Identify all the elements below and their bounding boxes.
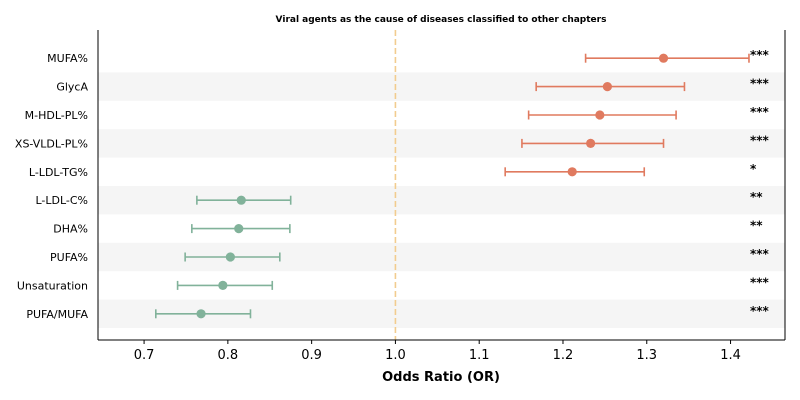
significance-marker: *** <box>750 247 770 261</box>
x-tick-label: 0.7 <box>134 348 155 363</box>
row-label: GlycA <box>56 81 88 94</box>
significance-marker: *** <box>750 133 770 147</box>
row-label: Unsaturation <box>17 279 88 292</box>
significance-marker: ** <box>750 219 763 233</box>
chart-title: Viral agents as the cause of diseases cl… <box>276 15 607 25</box>
row-label: MUFA% <box>47 52 88 65</box>
x-tick-label: 1.1 <box>469 348 490 363</box>
row-label: M-HDL-PL% <box>25 109 88 122</box>
significance-marker: *** <box>750 275 770 289</box>
row-label: DHA% <box>53 223 88 236</box>
x-tick-label: 0.9 <box>301 348 322 363</box>
row-label: L-LDL-TG% <box>29 166 88 179</box>
significance-marker: *** <box>750 48 770 62</box>
x-tick-label: 0.8 <box>218 348 239 363</box>
x-tick-label: 1.2 <box>553 348 574 363</box>
or-point <box>196 309 206 319</box>
or-point <box>602 82 612 92</box>
row-label: XS-VLDL-PL% <box>15 137 88 150</box>
or-point <box>595 110 605 120</box>
significance-marker: *** <box>750 77 770 91</box>
significance-marker: * <box>750 162 757 176</box>
x-axis-label: Odds Ratio (OR) <box>382 370 500 385</box>
x-tick-label: 1.3 <box>636 348 657 363</box>
axes: 0.7 0.8 0.9 1.0 1.1 1.2 1.3 1.4 <box>97 30 786 363</box>
or-point <box>658 53 669 63</box>
row-labels: MUFA% ***GlycA ***M-HDL-PL% ***XS-VLDL-PL% *… <box>15 48 770 321</box>
or-point <box>234 224 244 234</box>
or-point <box>567 167 577 177</box>
data-marks <box>155 53 750 319</box>
row-band <box>98 129 785 158</box>
x-tick-label: 1.4 <box>720 348 741 363</box>
x-tick-label: 1.0 <box>385 348 406 363</box>
significance-marker: *** <box>750 105 770 119</box>
or-point <box>225 252 235 262</box>
significance-marker: *** <box>750 304 770 318</box>
significance-marker: ** <box>750 190 763 204</box>
or-point <box>236 195 246 205</box>
or-point <box>218 280 228 290</box>
row-label: PUFA/MUFA <box>26 308 88 321</box>
row-label: PUFA% <box>50 251 88 264</box>
or-point <box>586 138 596 148</box>
row-label: L-LDL-C% <box>35 194 88 207</box>
